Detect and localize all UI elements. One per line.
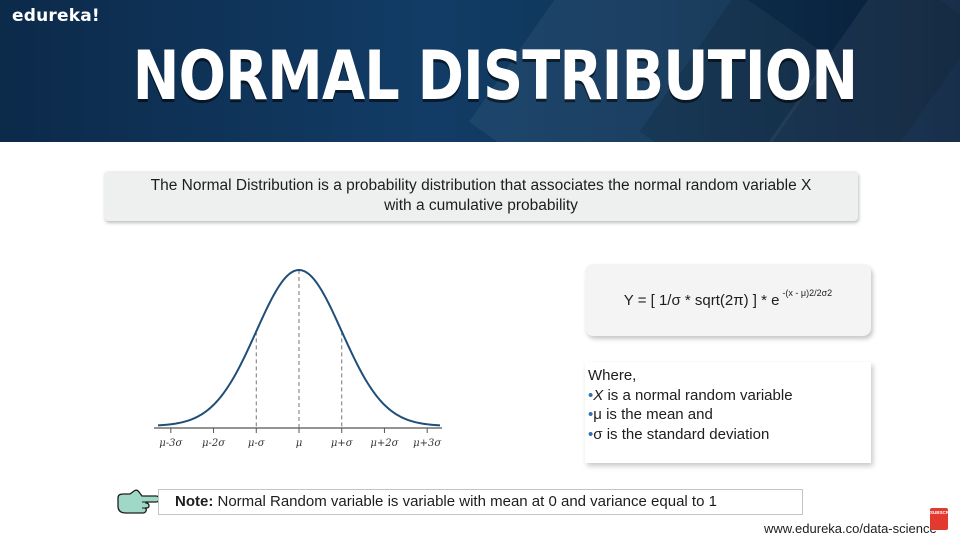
x-tick-label: μ+2σ xyxy=(370,438,399,449)
x-tick-label: μ-3σ xyxy=(159,438,183,449)
header-banner: edureka! NORMAL DISTRIBUTION xyxy=(0,0,960,142)
dashed-guides xyxy=(255,270,343,428)
bullet-icon: • xyxy=(588,386,594,404)
where-item: •μ is the mean and xyxy=(588,405,868,425)
definition-line-2: with a cumulative probability xyxy=(384,197,578,214)
where-item: •σ is the standard deviation xyxy=(588,425,868,445)
page-title: NORMAL DISTRIBUTION xyxy=(132,37,858,116)
pointing-hand-icon xyxy=(117,489,160,514)
where-item-text: is the standard deviation xyxy=(602,425,770,443)
bullet-icon: • xyxy=(588,406,594,423)
x-tick-label: μ+σ xyxy=(331,438,354,449)
formula-text: Y = [ 1/σ * sqrt(2π) ] * e xyxy=(623,291,780,309)
where-item-symbol: X xyxy=(593,386,604,404)
x-tick-labels: μ-3σ μ-2σ μ-σ μ μ+σ μ+2σ μ+3σ xyxy=(159,438,442,449)
subscribe-badge[interactable]: SUBSCRIBE xyxy=(930,508,957,530)
x-tick-label: μ+3σ xyxy=(413,438,442,449)
where-item-symbol: σ xyxy=(593,425,603,443)
note-text: Normal Random variable is variable with … xyxy=(213,493,717,510)
x-axis-ticks xyxy=(170,428,428,433)
bell-curve xyxy=(157,268,441,427)
bullet-icon: • xyxy=(588,425,594,443)
definition-box: The Normal Distribution is a probability… xyxy=(104,171,858,221)
formula-box: Y = [ 1/σ * sqrt(2π) ] * e -(x - μ)2/2σ2 xyxy=(585,264,871,336)
where-item: •X is a normal random variable xyxy=(588,386,868,406)
x-tick-label: μ-2σ xyxy=(202,438,226,449)
where-heading: Where, xyxy=(588,367,637,384)
footer-url[interactable]: www.edureka.co/data-science xyxy=(764,521,937,536)
formula-exponent: -(x - μ)2/2σ2 xyxy=(782,288,833,298)
definition-line-1: The Normal Distribution is a probability… xyxy=(150,177,812,194)
x-tick-label: μ-σ xyxy=(248,438,266,449)
where-box: Where, •X is a normal random variable •μ… xyxy=(585,362,871,463)
edureka-logo: edureka! xyxy=(12,6,100,26)
where-item-symbol: μ xyxy=(593,406,602,423)
note-box: Note: Normal Random variable is variable… xyxy=(158,489,803,515)
where-item-text: is a normal random variable xyxy=(603,386,793,404)
x-tick-label: μ xyxy=(296,438,303,449)
note-label: Note: xyxy=(175,493,214,510)
normal-distribution-chart: μ-3σ μ-2σ μ-σ μ μ+σ μ+2σ μ+3σ xyxy=(154,268,442,449)
where-item-text: is the mean and xyxy=(601,406,713,423)
